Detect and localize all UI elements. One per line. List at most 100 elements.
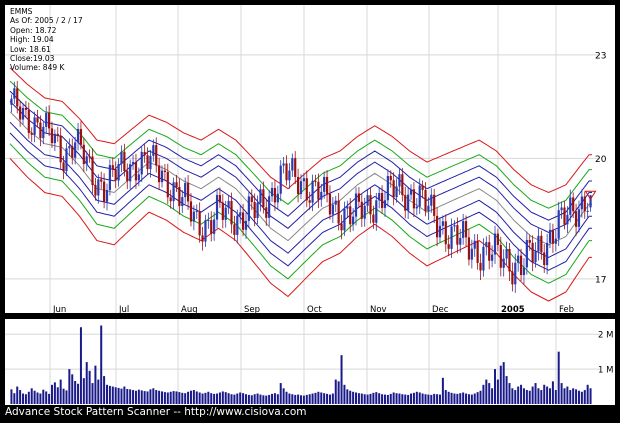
candle-body: [172, 182, 175, 202]
volume-bar: [534, 383, 537, 404]
candle-body: [227, 200, 230, 208]
x-tick-label: Sep: [244, 305, 260, 315]
candle-body: [74, 142, 77, 158]
candle-body: [325, 176, 329, 194]
volume-bar: [152, 388, 155, 404]
candle-body: [580, 196, 583, 210]
volume-bar: [155, 390, 158, 404]
candle-body: [502, 258, 505, 268]
volume-bar: [520, 384, 523, 404]
volume-bar: [85, 362, 88, 404]
volume-bar: [294, 394, 297, 404]
volume-bar: [346, 389, 349, 404]
candle-body: [378, 192, 381, 201]
volume-bar: [450, 392, 453, 404]
candle-body: [572, 197, 575, 212]
candle-body: [30, 132, 33, 135]
candle-body: [438, 225, 442, 238]
volume-bar: [253, 394, 256, 404]
x-tick-label: 2005: [501, 305, 525, 315]
candle-body: [583, 196, 586, 212]
candle-body: [65, 148, 68, 172]
candle-body: [39, 122, 42, 139]
price-axis-labels: 17 20 23: [595, 51, 607, 285]
candle-body: [343, 208, 346, 231]
candle-body: [21, 108, 25, 120]
candle-body: [16, 88, 19, 107]
candle-body: [525, 239, 528, 268]
candle-body: [241, 212, 245, 230]
candlesticks: [10, 80, 592, 293]
candle-body: [169, 197, 172, 202]
volume-bar: [549, 388, 552, 404]
candle-body: [369, 195, 372, 215]
volume-bar: [473, 393, 476, 404]
volume-bar: [401, 394, 404, 404]
candle-body: [111, 165, 114, 170]
volume-bar: [589, 388, 592, 404]
candle-body: [352, 216, 355, 225]
candle-body: [404, 195, 407, 211]
candle-body: [215, 195, 219, 220]
candle-body: [450, 226, 453, 249]
candle-body: [456, 225, 459, 245]
candle-body: [259, 189, 262, 203]
volume-bar: [398, 393, 401, 404]
candle-body: [131, 162, 135, 165]
volume-bar: [218, 392, 221, 404]
candle-body: [311, 180, 314, 203]
volume-bar: [470, 394, 473, 404]
x-tick-label: Feb: [559, 305, 574, 315]
volume-bar: [221, 391, 224, 404]
volume-bar: [505, 376, 508, 404]
candle-body: [337, 200, 340, 224]
candle-body: [424, 189, 427, 212]
last-price-marker: [584, 190, 597, 201]
volume-bar: [357, 393, 360, 404]
candle-body: [126, 170, 129, 182]
candle-body: [366, 195, 369, 206]
volume-bar: [282, 388, 285, 404]
candle-body: [50, 128, 54, 144]
candle-body: [496, 233, 499, 245]
volume-bar: [106, 384, 108, 404]
volume-bar: [224, 392, 227, 404]
volume-bar: [328, 394, 331, 404]
volume-bar: [210, 393, 213, 404]
candle-body: [357, 193, 361, 202]
candle-body: [79, 128, 83, 145]
candle-body: [134, 162, 138, 181]
candle-body: [152, 145, 155, 156]
volume-bar: [42, 389, 45, 404]
candle-body: [302, 178, 305, 182]
price-tick-label: 17: [595, 275, 606, 285]
candle-body: [554, 238, 557, 244]
volume-bar: [24, 394, 27, 404]
candle-body: [299, 181, 303, 195]
candle-body: [444, 221, 447, 245]
volume-bar: [320, 392, 323, 404]
volume-bar: [433, 393, 436, 404]
candle-body: [479, 262, 482, 271]
volume-bar: [198, 392, 201, 404]
candle-body: [56, 133, 59, 136]
candle-body: [33, 117, 36, 135]
volume-bar: [126, 388, 129, 404]
volume-bar: [580, 391, 583, 404]
volume-bar: [331, 393, 334, 404]
volume-bar: [575, 389, 578, 404]
candle-body: [175, 182, 178, 187]
candle-body: [62, 162, 65, 172]
volume-bar: [485, 379, 488, 404]
volume-bar: [482, 384, 485, 404]
volume-bar: [71, 374, 74, 404]
candle-body: [163, 170, 167, 172]
volume-bar: [407, 394, 410, 404]
volume-bar: [94, 365, 97, 404]
candle-body: [100, 179, 103, 182]
volume-bar: [424, 394, 427, 404]
candle-body: [181, 197, 184, 207]
candle-body: [160, 170, 164, 183]
candle-body: [386, 175, 389, 201]
candle-body: [291, 158, 294, 171]
